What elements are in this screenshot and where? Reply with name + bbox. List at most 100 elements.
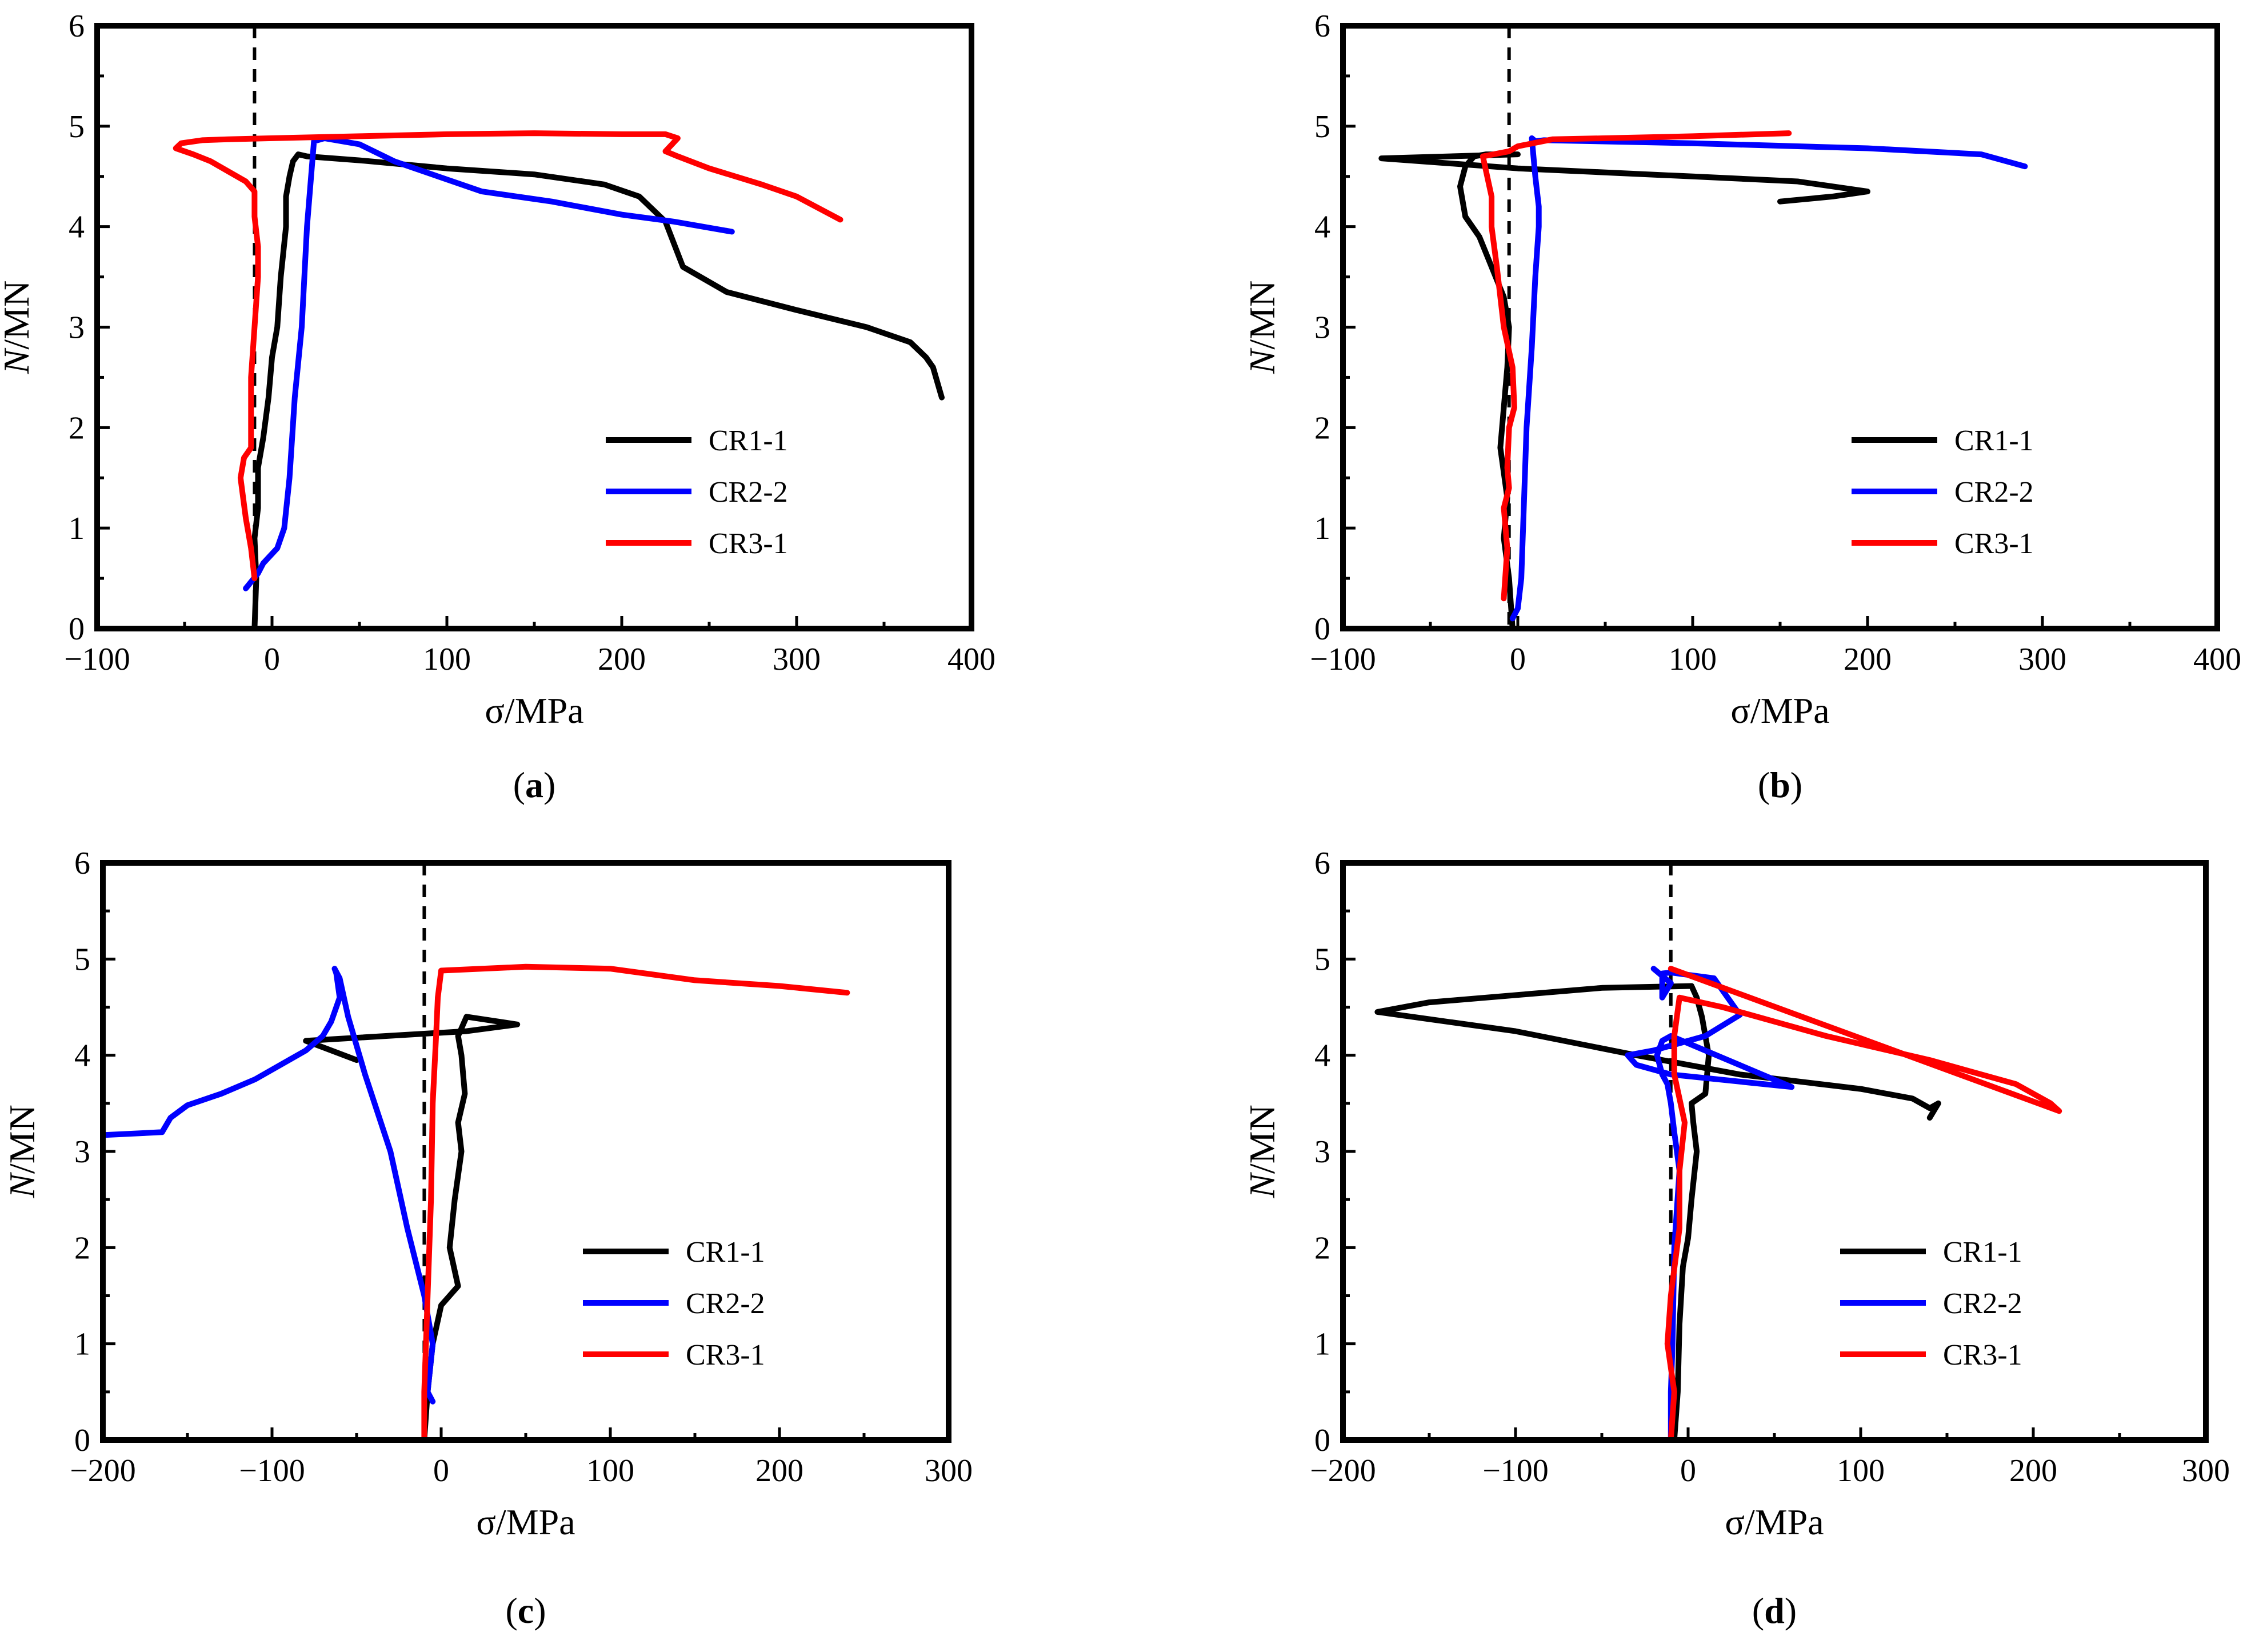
x-axis-label: σ/MPa xyxy=(485,690,583,731)
y-tick-label: 2 xyxy=(1314,1230,1330,1266)
legend-label: CR2-2 xyxy=(709,476,788,509)
y-tick-label: 1 xyxy=(69,511,85,546)
y-tick-label: 3 xyxy=(74,1134,90,1170)
panel-caption: (a) xyxy=(513,765,556,805)
y-tick-label: 4 xyxy=(1314,210,1330,245)
legend-label: CR3-1 xyxy=(709,527,788,560)
panel-caption: (d) xyxy=(1752,1590,1797,1631)
panel-d: −200 −100 0 100 200 300 0 1 2 3 4 5 6 σ/MPa N/MN CR1… xyxy=(1242,846,2230,1631)
series-cr2-2-line xyxy=(1509,135,2028,622)
x-tick-label: 300 xyxy=(925,1453,973,1489)
y-tick-label: 0 xyxy=(69,611,85,647)
y-axis-label: N/MN xyxy=(1242,1105,1282,1199)
series-cr2-2-line xyxy=(243,135,735,591)
x-tick-label: −100 xyxy=(239,1453,305,1489)
series-cr1-1-line xyxy=(1374,983,1941,1440)
x-tick-label: 300 xyxy=(2018,642,2066,677)
y-tick-label: 5 xyxy=(69,109,85,145)
x-tick-label: 400 xyxy=(947,642,995,677)
x-tick-label: 200 xyxy=(598,642,646,677)
y-axis-label: N/MN xyxy=(1242,281,1282,375)
y-tick-label: 0 xyxy=(1314,1423,1330,1458)
legend: CR1-1 CR2-2 CR3-1 xyxy=(583,1236,765,1371)
x-tick-label: −200 xyxy=(1310,1453,1376,1489)
x-tick-label: 400 xyxy=(2193,642,2241,677)
x-tick-label: 0 xyxy=(433,1453,449,1489)
x-tick-label: 200 xyxy=(1844,642,1892,677)
x-tick-label: −100 xyxy=(1482,1453,1549,1489)
y-tick-label: 6 xyxy=(69,9,85,44)
x-tick-label: 100 xyxy=(1837,1453,1885,1489)
y-axis-label: N/MN xyxy=(2,1105,42,1199)
legend-label: CR2-2 xyxy=(1954,476,2034,509)
series-cr1-1-line xyxy=(251,151,945,629)
legend-label: CR1-1 xyxy=(709,425,788,457)
y-tick-label: 1 xyxy=(1314,511,1330,546)
y-axis-label: N/MN xyxy=(0,281,37,375)
series-cr1-1-line xyxy=(303,1014,521,1440)
panel-caption: (c) xyxy=(505,1590,546,1631)
y-tick-label: 5 xyxy=(1314,942,1330,977)
y-tick-label: 3 xyxy=(69,310,85,346)
legend: CR1-1 CR2-2 CR3-1 xyxy=(1852,425,2034,560)
y-tick-label: 3 xyxy=(1314,310,1330,346)
x-tick-label: 300 xyxy=(2182,1453,2230,1489)
legend-label: CR2-2 xyxy=(686,1287,765,1320)
y-tick-label: 3 xyxy=(1314,1134,1330,1170)
y-tick-label: 4 xyxy=(74,1038,90,1074)
x-tick-label: 100 xyxy=(423,642,471,677)
legend-label: CR2-2 xyxy=(1943,1287,2022,1320)
y-tick-label: 2 xyxy=(69,410,85,446)
series-cr3-1-line xyxy=(173,130,843,582)
x-tick-label: 0 xyxy=(1510,642,1526,677)
legend-label: CR1-1 xyxy=(1954,425,2034,457)
x-tick-label: −100 xyxy=(64,642,130,677)
plot-frame xyxy=(100,860,951,1443)
legend: CR1-1 CR2-2 CR3-1 xyxy=(1840,1236,2022,1371)
panel-caption: (b) xyxy=(1758,765,1802,805)
y-tick-label: 2 xyxy=(1314,410,1330,446)
x-tick-label: 0 xyxy=(264,642,280,677)
x-axis-label: σ/MPa xyxy=(476,1502,575,1542)
x-tick-label: −100 xyxy=(1310,642,1376,677)
y-tick-label: 1 xyxy=(74,1327,90,1362)
x-tick-label: 100 xyxy=(586,1453,634,1489)
y-tick-label: 6 xyxy=(74,846,90,881)
y-tick-label: 2 xyxy=(74,1230,90,1266)
series-cr2-2-line xyxy=(103,966,436,1405)
y-tick-label: 0 xyxy=(1314,611,1330,647)
legend-label: CR1-1 xyxy=(686,1236,765,1269)
plot-frame xyxy=(1340,860,2209,1443)
series-cr1-1-line xyxy=(1378,151,1870,629)
plot-frame xyxy=(1340,23,2220,631)
x-axis-label: σ/MPa xyxy=(1725,1502,1824,1542)
series-cr3-1-line xyxy=(1480,130,1792,602)
series-cr3-1-line xyxy=(1664,966,2062,1440)
x-tick-label: 200 xyxy=(755,1453,803,1489)
x-tick-label: 300 xyxy=(773,642,821,677)
panel-c: −200 −100 0 100 200 300 0 1 2 3 4 5 6 σ/MPa N/MN CR1… xyxy=(2,846,973,1631)
y-tick-label: 6 xyxy=(1314,846,1330,881)
x-axis-label: σ/MPa xyxy=(1730,690,1829,731)
y-tick-label: 5 xyxy=(74,942,90,977)
legend-label: CR3-1 xyxy=(686,1339,765,1371)
y-tick-label: 4 xyxy=(69,210,85,245)
legend-label: CR3-1 xyxy=(1943,1339,2022,1371)
legend: CR1-1 CR2-2 CR3-1 xyxy=(606,425,788,560)
legend-label: CR3-1 xyxy=(1954,527,2034,560)
y-tick-label: 4 xyxy=(1314,1038,1330,1074)
series-cr2-2-line xyxy=(1625,966,1795,1440)
y-tick-label: 5 xyxy=(1314,109,1330,145)
plot-frame xyxy=(94,23,974,631)
y-tick-label: 6 xyxy=(1314,9,1330,44)
legend-label: CR1-1 xyxy=(1943,1236,2022,1269)
x-tick-label: −200 xyxy=(70,1453,136,1489)
x-tick-label: 0 xyxy=(1680,1453,1696,1489)
y-tick-label: 1 xyxy=(1314,1327,1330,1362)
x-tick-label: 200 xyxy=(2009,1453,2057,1489)
x-tick-label: 100 xyxy=(1669,642,1717,677)
y-tick-label: 0 xyxy=(74,1423,90,1458)
